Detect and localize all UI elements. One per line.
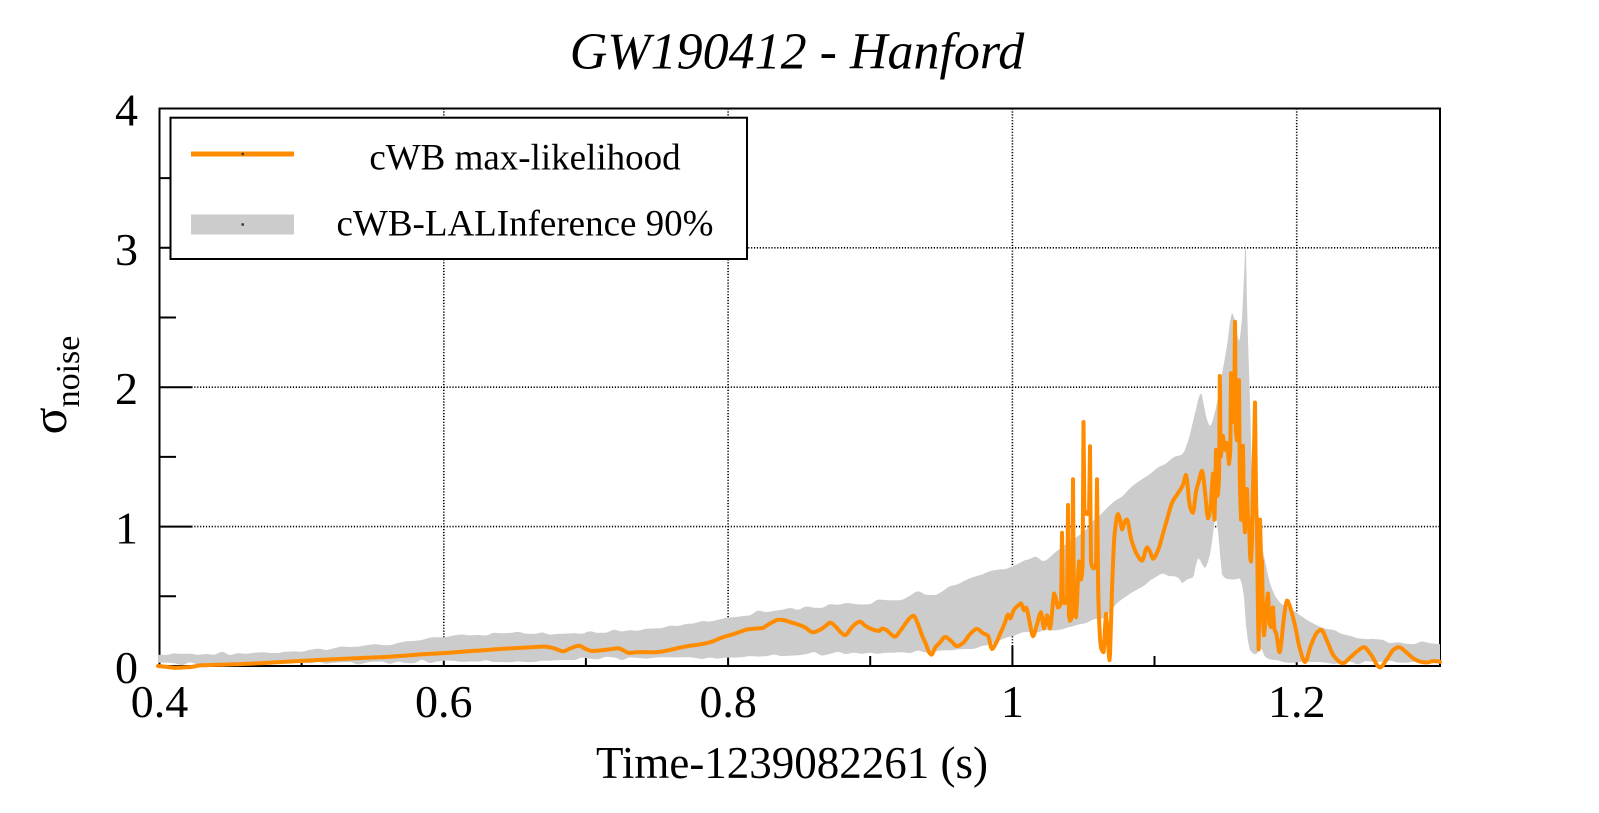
svg-text:cWB max-likelihood: cWB max-likelihood xyxy=(369,138,681,179)
svg-text:Time-1239082261 (s): Time-1239082261 (s) xyxy=(596,738,988,788)
svg-text:0.4: 0.4 xyxy=(131,676,189,727)
svg-text:1: 1 xyxy=(115,503,138,554)
svg-text:2: 2 xyxy=(115,363,138,414)
svg-text:4: 4 xyxy=(115,84,138,135)
svg-text:3: 3 xyxy=(115,224,138,275)
svg-text:0.6: 0.6 xyxy=(415,676,473,727)
svg-text:σnoise: σnoise xyxy=(21,336,87,435)
svg-text:0: 0 xyxy=(115,642,138,693)
svg-text:1.2: 1.2 xyxy=(1268,676,1326,727)
svg-text:GW190412 - Hanford: GW190412 - Hanford xyxy=(570,24,1025,81)
svg-text:cWB-LALInference 90%: cWB-LALInference 90% xyxy=(337,204,714,245)
svg-text:1: 1 xyxy=(1001,676,1024,727)
svg-text:0.8: 0.8 xyxy=(699,676,757,727)
